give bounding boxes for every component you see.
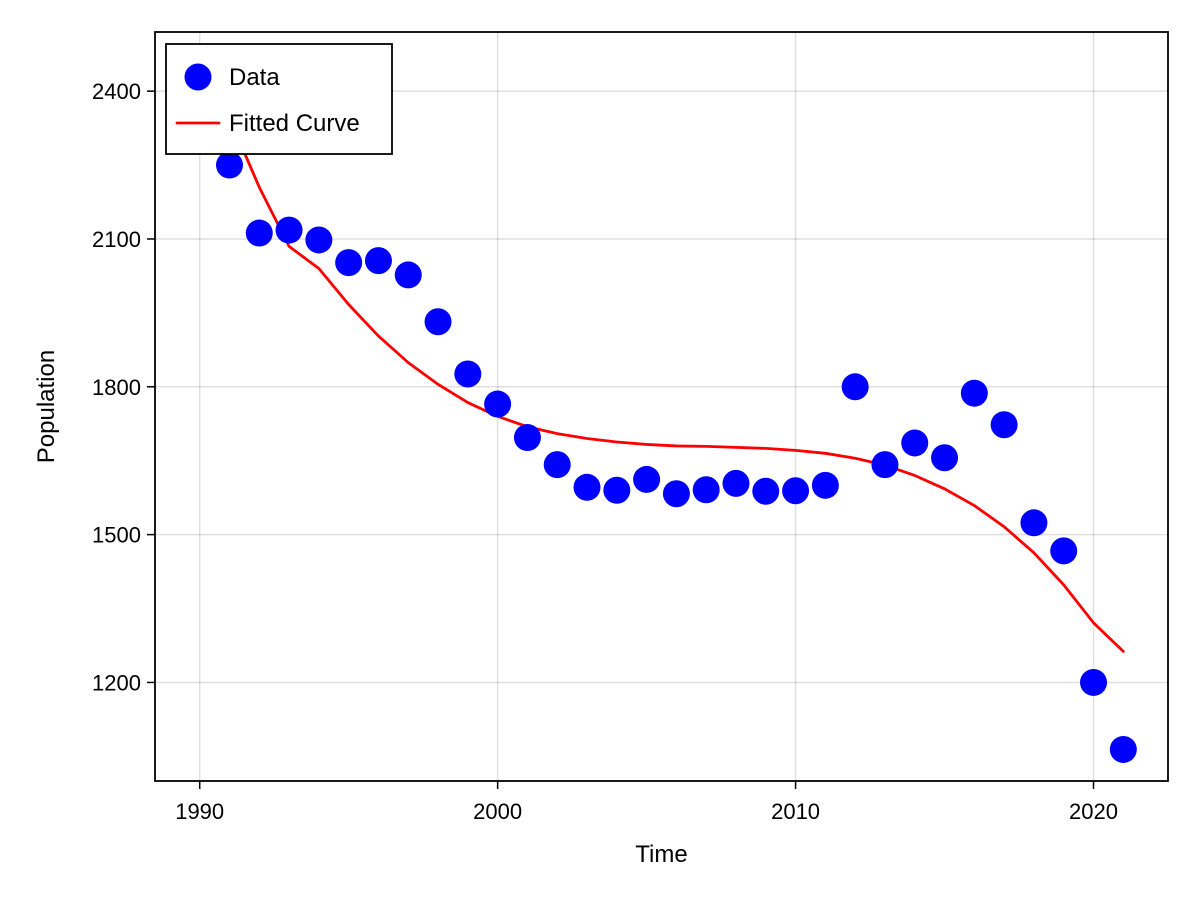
legend-label-fitted-curve: Fitted Curve [229,110,360,137]
y-tick-label: 1800 [92,375,141,400]
y-tick-label: 1200 [92,670,141,695]
data-point [722,469,750,497]
data-point [275,216,303,244]
data-point [931,444,959,472]
y-axis: 1200 1500 1800 2100 2400 [92,79,155,695]
x-axis-label: Time [635,841,687,868]
x-tick-label: 1990 [175,799,224,824]
data-point [1050,537,1078,565]
data-point [1109,735,1137,763]
plot-frame [154,31,1169,782]
grid [155,32,1168,781]
x-tick-label: 2000 [473,799,522,824]
data-point [484,390,512,418]
data-point [543,451,571,479]
y-tick-label: 2400 [92,79,141,104]
data-point [603,476,631,504]
x-tick-label: 2010 [771,799,820,824]
data-point [901,429,929,457]
data-point [424,308,452,336]
legend-box [165,43,393,155]
data-point [990,411,1018,439]
data-point [394,261,422,289]
data-point [1080,668,1108,696]
fitted-curve-layer [228,116,1125,653]
fitted-curve-line [228,116,1125,653]
data-point [841,373,869,401]
data-point [245,219,273,247]
data-points-layer [215,151,1137,763]
data-point [215,151,243,179]
data-point [692,476,720,504]
data-point [364,247,392,275]
data-point [752,477,780,505]
y-tick-label: 2100 [92,227,141,252]
x-axis: 1990 2000 2010 2020 [175,781,1118,824]
data-point [782,477,810,505]
data-point [573,473,601,501]
legend: Data Fitted Curve [165,43,393,155]
data-point [960,379,988,407]
y-tick-label: 1500 [92,523,141,548]
data-point [335,249,363,277]
legend-label-data: Data [229,64,280,91]
y-axis-label: Population [33,350,60,463]
data-point [513,424,541,452]
x-tick-label: 2020 [1069,799,1118,824]
legend-marker-data [184,63,212,91]
data-point [305,226,333,254]
data-point [662,480,690,508]
data-point [454,360,482,388]
data-point [1020,509,1048,537]
data-point [811,471,839,499]
data-point [633,465,661,493]
data-point [871,451,899,479]
